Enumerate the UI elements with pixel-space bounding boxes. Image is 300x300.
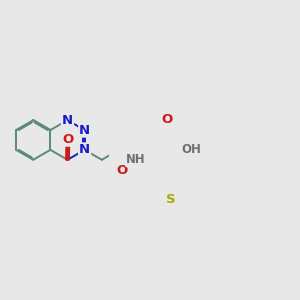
Text: OH: OH bbox=[181, 143, 201, 156]
Text: NH: NH bbox=[126, 153, 146, 166]
Text: S: S bbox=[166, 193, 175, 206]
Text: O: O bbox=[62, 133, 74, 146]
Text: N: N bbox=[79, 143, 90, 156]
Text: O: O bbox=[162, 113, 173, 126]
Text: N: N bbox=[79, 124, 90, 136]
Text: N: N bbox=[62, 114, 73, 127]
Text: O: O bbox=[116, 164, 128, 177]
